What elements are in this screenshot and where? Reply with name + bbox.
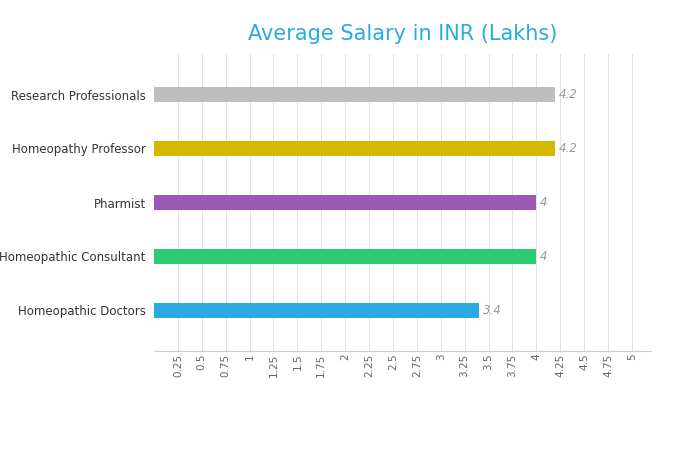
Bar	[154, 303, 479, 318]
Bar	[154, 141, 555, 156]
Bar	[154, 87, 555, 102]
Text: 4: 4	[540, 250, 547, 263]
Bar	[154, 195, 536, 210]
Title: Average Salary in INR (Lakhs): Average Salary in INR (Lakhs)	[248, 24, 557, 44]
Text: 4: 4	[540, 196, 547, 209]
Bar	[154, 249, 536, 264]
Text: 4.2: 4.2	[559, 88, 578, 101]
Text: 3.4: 3.4	[483, 304, 501, 317]
Text: 4.2: 4.2	[559, 142, 578, 155]
